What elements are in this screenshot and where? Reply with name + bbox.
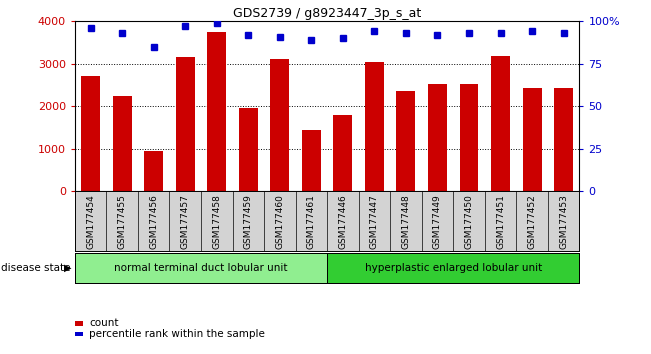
- Bar: [302, 130, 321, 191]
- Bar: [270, 59, 289, 191]
- Bar: [396, 91, 415, 191]
- Text: hyperplastic enlarged lobular unit: hyperplastic enlarged lobular unit: [365, 263, 542, 273]
- Text: GSM177446: GSM177446: [339, 194, 348, 249]
- Bar: [365, 62, 384, 191]
- Bar: [75, 253, 327, 283]
- Bar: [333, 115, 352, 191]
- Bar: [491, 56, 510, 191]
- Text: ▶: ▶: [64, 263, 72, 273]
- Text: GSM177453: GSM177453: [559, 194, 568, 249]
- Text: GSM177451: GSM177451: [496, 194, 505, 249]
- Text: disease state: disease state: [1, 263, 71, 273]
- Bar: [428, 84, 447, 191]
- Text: GSM177450: GSM177450: [465, 194, 473, 249]
- Text: GSM177461: GSM177461: [307, 194, 316, 249]
- Text: count: count: [89, 318, 118, 328]
- Text: GSM177455: GSM177455: [118, 194, 127, 249]
- Bar: [327, 253, 579, 283]
- Text: GSM177457: GSM177457: [181, 194, 189, 249]
- Bar: [81, 76, 100, 191]
- Text: GSM177449: GSM177449: [433, 194, 442, 249]
- Text: GSM177459: GSM177459: [243, 194, 253, 249]
- Bar: [554, 88, 573, 191]
- Text: GSM177454: GSM177454: [86, 194, 95, 249]
- Text: normal terminal duct lobular unit: normal terminal duct lobular unit: [114, 263, 288, 273]
- Text: GSM177456: GSM177456: [149, 194, 158, 249]
- Title: GDS2739 / g8923447_3p_s_at: GDS2739 / g8923447_3p_s_at: [233, 7, 421, 20]
- Text: GSM177460: GSM177460: [275, 194, 284, 249]
- Text: percentile rank within the sample: percentile rank within the sample: [89, 329, 265, 339]
- Bar: [239, 108, 258, 191]
- Text: GSM177448: GSM177448: [402, 194, 411, 249]
- Bar: [176, 57, 195, 191]
- Bar: [207, 32, 227, 191]
- Bar: [523, 88, 542, 191]
- Text: GSM177447: GSM177447: [370, 194, 379, 249]
- Bar: [113, 96, 132, 191]
- Bar: [145, 151, 163, 191]
- Bar: [460, 84, 478, 191]
- Text: GSM177458: GSM177458: [212, 194, 221, 249]
- Text: GSM177452: GSM177452: [527, 194, 536, 249]
